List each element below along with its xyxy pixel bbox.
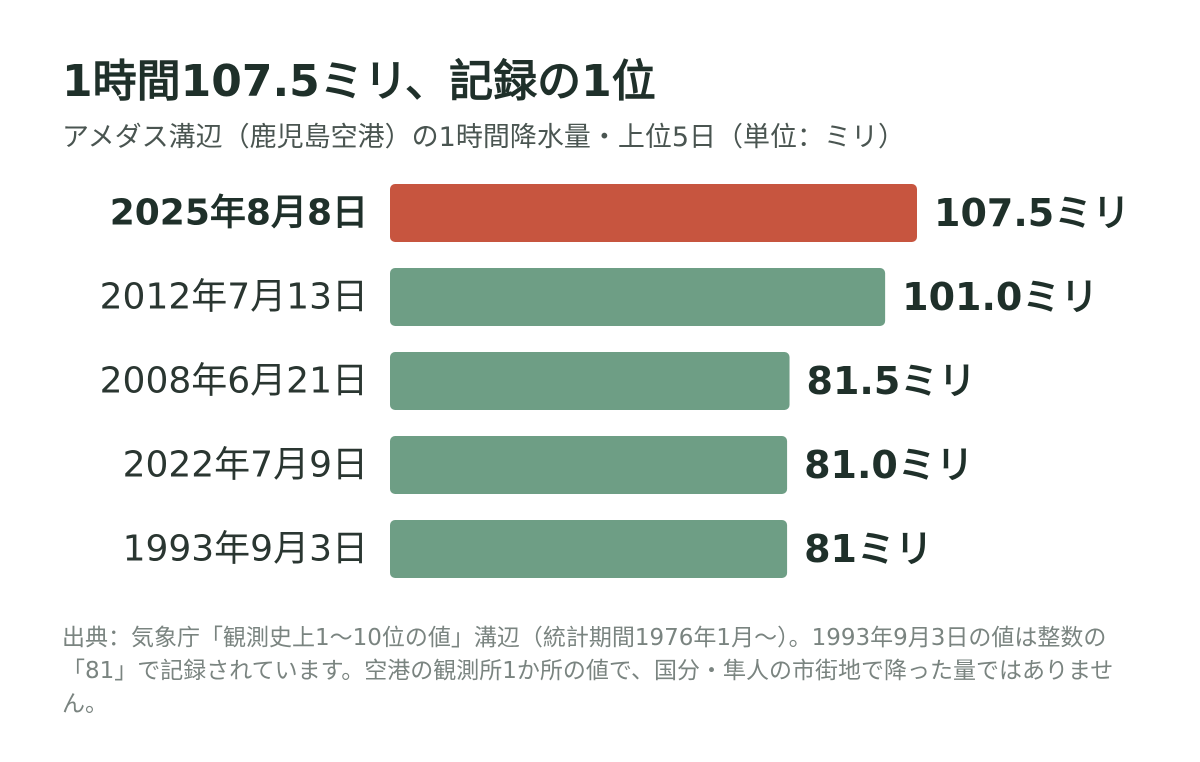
chart-subtitle: アメダス溝辺（鹿児島空港）の1時間降水量・上位5日（単位：ミリ） (62, 122, 906, 153)
bar-5 (390, 520, 788, 578)
category-label-2: 2012年7月13日 (100, 277, 368, 318)
value-label-4: 81.0ミリ (804, 443, 974, 487)
bar-2 (390, 268, 886, 326)
bar-4 (390, 436, 788, 494)
chart-title: 1時間107.5ミリ、記録の1位 (62, 56, 656, 107)
value-label-1: 107.5ミリ (934, 191, 1130, 235)
source-footnote: 出典：気象庁「観測史上1～10位の値」溝辺（統計期間1976年1月～）。1993… (62, 625, 1114, 717)
category-label-4: 2022年7月9日 (123, 445, 368, 486)
value-label-2: 101.0ミリ (902, 275, 1098, 319)
value-label-3: 81.5ミリ (807, 359, 977, 403)
category-label-3: 2008年6月21日 (100, 361, 368, 402)
category-label-1: 2025年8月8日 (110, 193, 368, 234)
bar-3 (390, 352, 790, 410)
bar-1 (390, 184, 917, 242)
category-label-5: 1993年9月3日 (123, 529, 368, 570)
value-label-5: 81ミリ (804, 527, 933, 571)
